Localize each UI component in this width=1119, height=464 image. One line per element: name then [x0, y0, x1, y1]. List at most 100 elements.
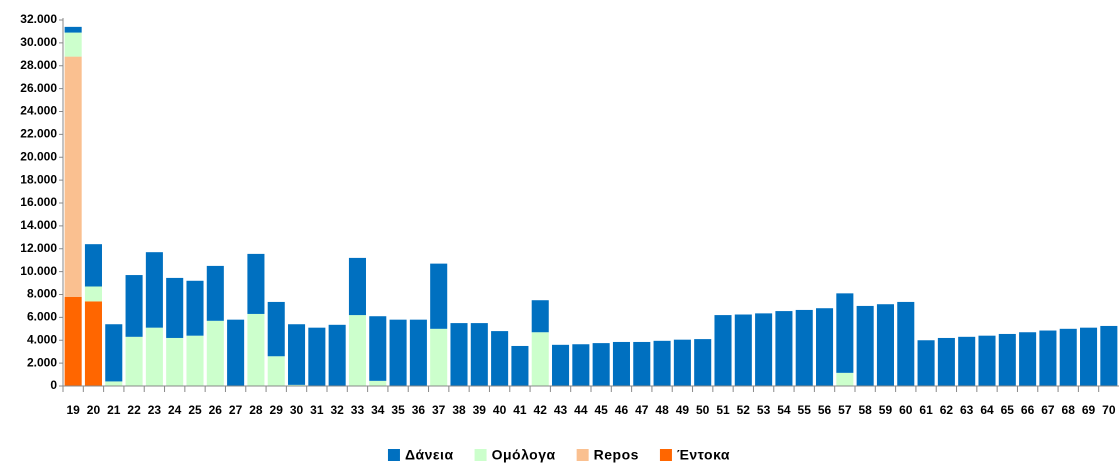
x-tick-label: 42 [534, 403, 548, 417]
x-tick-label: 55 [798, 403, 812, 417]
bar-segment [694, 339, 712, 386]
bar-segment [633, 341, 651, 386]
bar-segment [816, 308, 834, 386]
x-tick-label: 27 [229, 403, 243, 417]
bar-segment [227, 319, 245, 386]
x-tick-label: 47 [635, 403, 649, 417]
y-tick-label: 30.000 [20, 35, 57, 49]
bar-segment [450, 323, 468, 386]
bar-segment [836, 293, 854, 373]
bar-segment [267, 356, 285, 386]
bar-segment [653, 340, 671, 386]
x-tick-label: 38 [452, 403, 466, 417]
bar-segment [64, 26, 82, 33]
bar-segment [876, 304, 894, 386]
bar-segment [328, 324, 346, 386]
x-tick-label: 61 [919, 403, 933, 417]
x-tick-label: 41 [513, 403, 527, 417]
y-tick-label: 14.000 [20, 218, 57, 232]
bar-segment [84, 244, 102, 287]
x-tick-label: 34 [371, 403, 385, 417]
y-tick-label: 2.000 [27, 355, 57, 369]
x-tick-label: 68 [1062, 403, 1076, 417]
bar-segment [145, 252, 163, 328]
y-tick-label: 8.000 [27, 287, 57, 301]
bar-segment [1100, 325, 1118, 386]
x-tick-label: 20 [87, 403, 101, 417]
bar-segment [1039, 330, 1057, 386]
bar-segment [552, 344, 570, 386]
x-tick-label: 48 [655, 403, 669, 417]
x-tick-label: 44 [574, 403, 588, 417]
bar-segment [247, 313, 265, 386]
bar-segment [917, 340, 935, 386]
bar-segment [186, 280, 204, 336]
bar-segment [491, 331, 509, 386]
bar-segment [166, 337, 184, 386]
x-tick-label: 22 [127, 403, 141, 417]
bar-segment [978, 335, 996, 386]
x-tick-label: 52 [737, 403, 751, 417]
x-tick-label: 19 [66, 403, 80, 417]
x-tick-label: 64 [980, 403, 994, 417]
bar-segment [958, 336, 976, 386]
x-tick-label: 36 [412, 403, 426, 417]
x-tick-label: 65 [1001, 403, 1015, 417]
y-tick-label: 18.000 [20, 172, 57, 186]
x-tick-label: 58 [858, 403, 872, 417]
bar-segment [308, 327, 326, 386]
bar-segment [937, 337, 955, 386]
bar-segment [673, 339, 691, 386]
x-tick-label: 67 [1041, 403, 1055, 417]
x-tick-label: 25 [188, 403, 202, 417]
bar-segment [430, 328, 448, 386]
legend-label: Δάνεια [405, 447, 454, 463]
bar-segment [775, 311, 793, 386]
x-tick-label: 31 [310, 403, 324, 417]
bar-segment [409, 319, 427, 386]
legend-label: Έντοκα [677, 447, 730, 463]
bar-segment [531, 300, 549, 333]
x-tick-label: 26 [209, 403, 223, 417]
x-tick-label: 54 [777, 403, 791, 417]
legend-swatch [659, 449, 672, 461]
x-tick-label: 70 [1102, 403, 1116, 417]
y-tick-label: 16.000 [20, 195, 57, 209]
x-tick-label: 56 [818, 403, 832, 417]
legend-swatch [474, 449, 487, 461]
x-tick-label: 63 [960, 403, 974, 417]
x-tick-label: 21 [107, 403, 121, 417]
bar-segment [64, 296, 82, 386]
x-tick-label: 29 [270, 403, 284, 417]
x-tick-label: 23 [148, 403, 162, 417]
bar-segment [84, 301, 102, 386]
bar-segment [856, 305, 874, 386]
bar-segment [1080, 327, 1098, 386]
bar-segment [470, 323, 488, 386]
y-tick-label: 26.000 [20, 81, 57, 95]
x-tick-label: 46 [615, 403, 629, 417]
x-tick-label: 49 [676, 403, 690, 417]
y-tick-label: 10.000 [20, 264, 57, 278]
bar-segment [348, 315, 366, 386]
bar-segment [430, 263, 448, 329]
y-tick-label: 20.000 [20, 149, 57, 163]
y-tick-label: 24.000 [20, 104, 57, 118]
bar-segment [1059, 328, 1077, 386]
x-tick-label: 66 [1021, 403, 1035, 417]
bar-segment [125, 336, 143, 386]
x-tick-label: 53 [757, 403, 771, 417]
x-tick-label: 35 [391, 403, 405, 417]
x-tick-label: 33 [351, 403, 365, 417]
x-tick-label: 43 [554, 403, 568, 417]
bar-segment [369, 380, 387, 386]
bar-segment [206, 320, 224, 386]
bar-segment [714, 315, 732, 386]
y-tick-label: 28.000 [20, 58, 57, 72]
bar-segment [105, 324, 123, 382]
y-tick-label: 4.000 [27, 332, 57, 346]
bar-segment [836, 372, 854, 386]
y-tick-label: 22.000 [20, 127, 57, 141]
x-tick-label: 59 [879, 403, 893, 417]
